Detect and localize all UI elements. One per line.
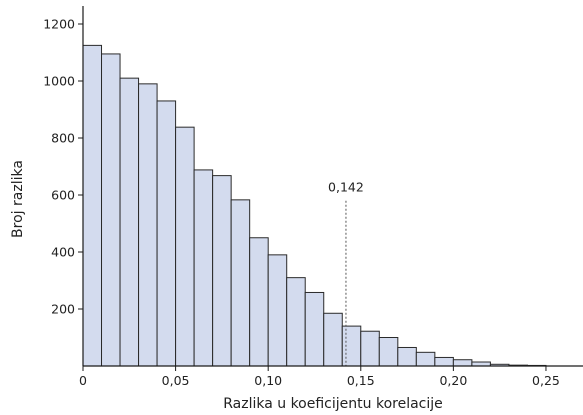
x-tick-label: 0 [79,373,87,388]
histogram-bar [360,330,380,367]
histogram-bar [341,325,362,367]
histogram-bar [434,356,454,367]
x-tick-label: 0,15 [347,373,375,388]
histogram-bar [230,199,251,367]
histogram-bar [397,346,417,367]
histogram-bar [212,175,232,367]
histogram-bar [82,44,103,367]
x-tick-label: 0,20 [439,373,467,388]
x-axis-title: Razlika u koeficijentu korelacije [223,396,443,412]
y-tick-label: 1200 [43,17,75,32]
histogram-bar [378,337,399,367]
histogram-bar [323,312,343,367]
histogram-bar [415,351,436,367]
histogram-bar [156,100,177,367]
annotation-layer: 0,142 [328,180,364,366]
bars-layer [82,44,547,367]
histogram-bar [267,254,288,367]
y-tick-label: 400 [51,245,75,260]
histogram-bar [452,359,473,367]
histogram-bar [249,237,269,367]
x-tick-label: 0,10 [254,373,282,388]
histogram-bar [101,53,121,367]
histogram-bar [304,291,325,367]
histogram-bar [193,169,214,367]
y-tick-label: 800 [51,131,75,146]
x-tick-label: 0,05 [162,373,190,388]
histogram-bar [119,77,140,367]
x-tick-label: 0,25 [532,373,560,388]
histogram-bar [138,83,158,367]
axes-layer: 200 400 600 800 1000 1200 0 0,05 0,10 0,15 0,20 0,2… [43,6,583,388]
y-tick-label: 200 [51,302,75,317]
y-axis-title: Broj razlika [10,160,26,238]
y-tick-label: 1000 [43,74,75,89]
annotation-label: 0,142 [328,180,364,195]
histogram-bar [175,126,195,367]
y-tick-label: 600 [51,188,75,203]
histogram-bar [286,277,306,367]
